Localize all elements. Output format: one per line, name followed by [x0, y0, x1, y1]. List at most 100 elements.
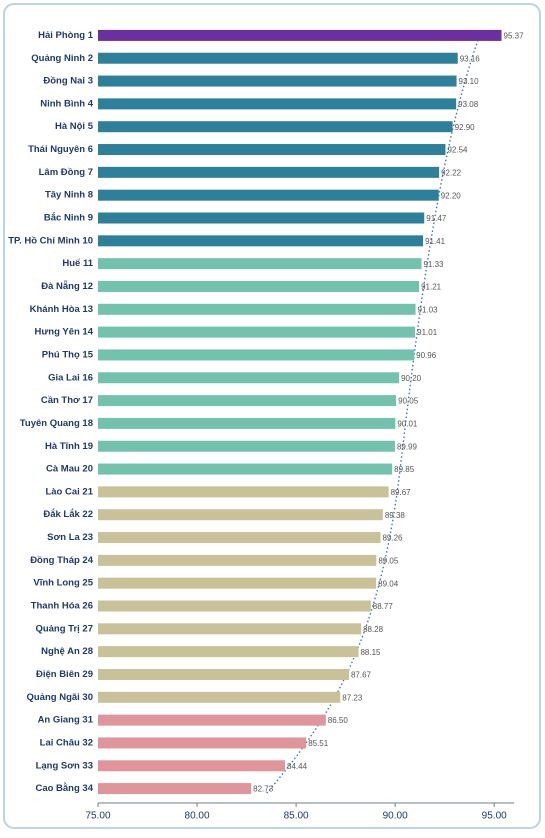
bar [98, 646, 359, 658]
y-tick-label: Gia Lai 16 [48, 372, 93, 383]
value-label: 89.04 [378, 579, 399, 588]
y-tick-label: Nghệ An 28 [41, 646, 93, 657]
bar [98, 417, 396, 429]
value-label: 89.26 [382, 534, 403, 543]
x-tick-label: 90.00 [383, 811, 408, 822]
y-tick-label: TP. Hồ Chí Minh 10 [8, 235, 93, 246]
y-tick-label: Thái Nguyên 6 [28, 144, 93, 155]
y-tick-label: Tuyên Quang 18 [20, 418, 93, 429]
bar [98, 303, 416, 315]
value-label: 89.85 [394, 465, 415, 474]
bar [98, 623, 362, 635]
y-tick-label: Lạng Sơn 33 [36, 760, 93, 771]
y-tick-label: An Giang 31 [38, 715, 94, 726]
y-tick-label: Sơn La 23 [47, 532, 93, 543]
y-tick-label: Huế 11 [62, 258, 93, 269]
y-tick-label: Cao Bằng 34 [35, 782, 93, 794]
value-label: 92.22 [441, 168, 462, 177]
bar [98, 463, 393, 475]
value-label: 87.23 [342, 693, 363, 702]
value-label: 95.37 [504, 32, 525, 41]
x-tick-label: 80.00 [185, 811, 210, 822]
bar [98, 395, 397, 407]
value-label: 91.33 [423, 260, 444, 269]
value-label: 89.05 [378, 556, 399, 565]
bar [98, 144, 446, 156]
bar [98, 783, 252, 795]
bar [98, 668, 349, 680]
value-label: 92.54 [447, 146, 468, 155]
bar [98, 326, 416, 338]
value-label: 84.44 [287, 762, 308, 771]
y-tick-label: Đồng Tháp 24 [30, 555, 94, 566]
value-label: 88.15 [360, 648, 381, 657]
bar [98, 121, 453, 133]
value-label: 91.01 [417, 328, 438, 337]
bar [98, 440, 395, 452]
value-label: 87.67 [351, 671, 372, 680]
y-tick-label: Hưng Yên 14 [35, 327, 94, 338]
x-tick-label: 85.00 [284, 811, 309, 822]
value-label: 89.38 [385, 511, 406, 520]
y-tick-label: Vĩnh Long 25 [33, 578, 93, 589]
value-label: 91.41 [425, 237, 446, 246]
bar [98, 737, 307, 749]
bar [98, 577, 377, 589]
y-tick-label: Thanh Hóa 26 [31, 601, 93, 612]
value-label: 86.50 [328, 716, 349, 725]
y-tick-label: Hà Nội 5 [55, 121, 94, 132]
value-label: 88.77 [373, 602, 394, 611]
value-label: 91.21 [421, 283, 442, 292]
trend-line [264, 39, 479, 796]
y-tick-label: Hà Tĩnh 19 [45, 441, 93, 452]
y-tick-label: Tây Ninh 8 [45, 190, 93, 201]
value-label: 90.20 [401, 374, 422, 383]
y-tick-label: Khánh Hòa 13 [30, 304, 93, 315]
y-tick-label: Đắk Lắk 22 [43, 508, 93, 520]
y-tick-label: Lâm Đồng 7 [39, 167, 93, 178]
bar [98, 189, 439, 201]
y-tick-label: Quảng Trị 27 [35, 623, 93, 634]
y-tick-label: Đồng Nai 3 [43, 76, 93, 87]
bar [98, 691, 341, 703]
value-label: 92.20 [441, 191, 462, 200]
bar [98, 98, 457, 110]
frame [3, 3, 541, 829]
bar [98, 714, 326, 726]
value-label: 89.99 [397, 442, 418, 451]
value-label: 91.03 [418, 305, 439, 314]
value-label: 89.67 [391, 488, 412, 497]
bar [98, 760, 286, 772]
y-tick-label: Điện Biên 29 [36, 669, 93, 680]
y-tick-label: Đà Nẵng 12 [41, 280, 93, 292]
value-label: 90.96 [416, 351, 437, 360]
value-label: 85.51 [308, 739, 329, 748]
bar [98, 166, 440, 178]
bar [98, 349, 415, 361]
bar [98, 212, 425, 224]
y-tick-label: Bắc Ninh 9 [44, 212, 93, 224]
y-tick-label: Lào Cai 21 [45, 486, 93, 497]
x-tick-label: 75.00 [85, 811, 110, 822]
y-tick-label: Hải Phòng 1 [38, 30, 94, 41]
bar [98, 258, 422, 270]
y-tick-label: Lai Châu 32 [40, 737, 93, 748]
value-label: 88.28 [363, 625, 384, 634]
y-tick-label: Cà Mau 20 [46, 464, 93, 475]
bar [98, 554, 377, 566]
y-tick-label: Quảng Ngãi 30 [26, 692, 93, 703]
bar [98, 532, 381, 544]
bar [98, 52, 458, 64]
value-label: 90.01 [397, 420, 418, 429]
bar [98, 509, 383, 521]
value-label: 90.05 [398, 397, 419, 406]
value-label: 93.10 [459, 77, 480, 86]
value-label: 82.73 [253, 785, 274, 794]
value-label: 91.47 [426, 214, 447, 223]
bar [98, 75, 457, 87]
bar [98, 372, 400, 384]
bar [98, 486, 389, 498]
value-label: 93.16 [460, 54, 481, 63]
bar [98, 600, 371, 612]
